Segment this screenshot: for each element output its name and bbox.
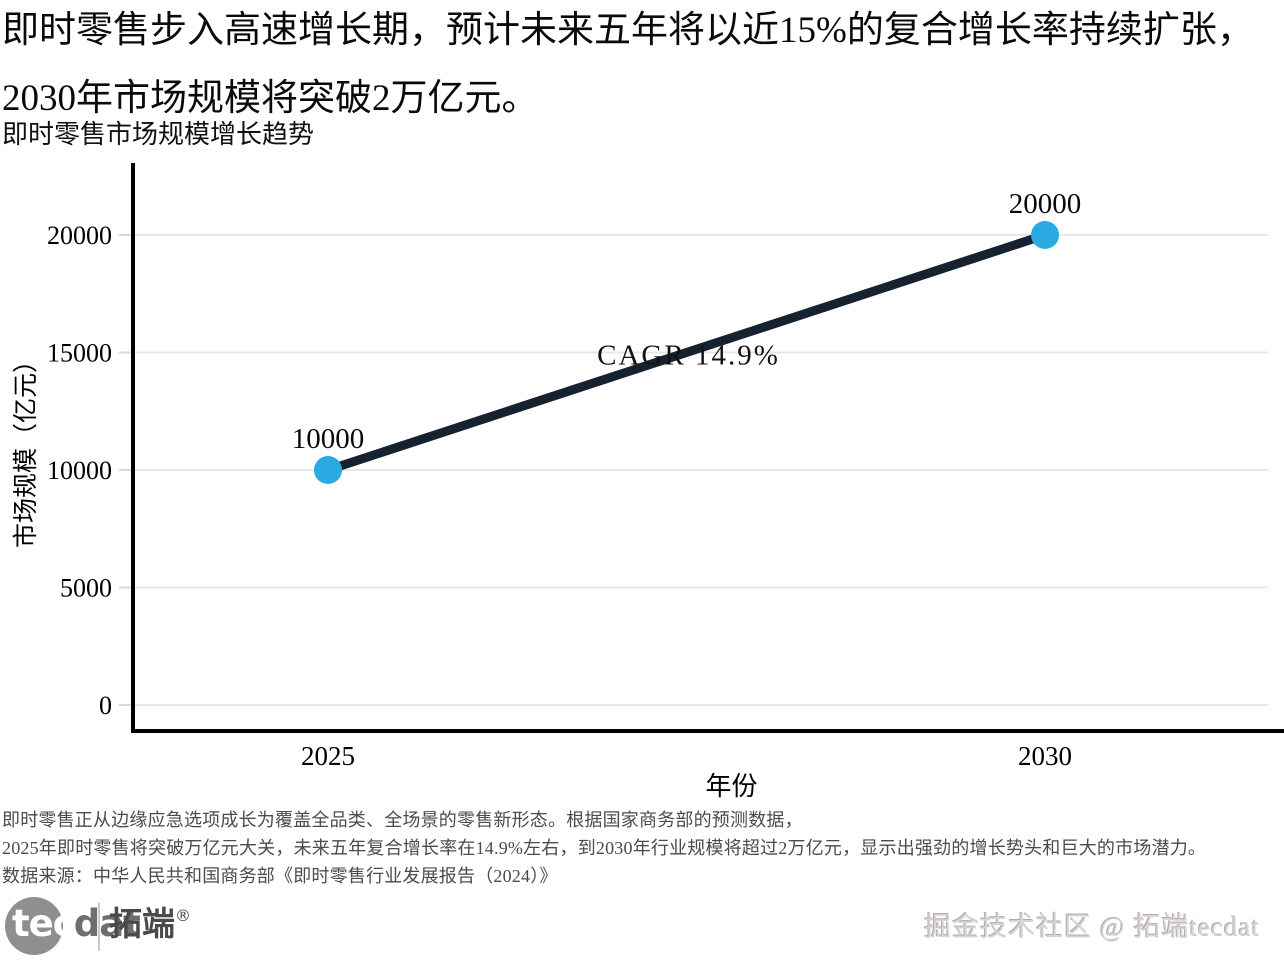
logo-tec: tec bbox=[12, 902, 75, 945]
registered-mark-icon: ® bbox=[175, 906, 191, 925]
footnote-source: 数据来源：中华人民共和国商务部《即时零售行业发展报告（2024）》 bbox=[2, 866, 558, 886]
data-point bbox=[314, 456, 342, 484]
headline-line2: 2030年市场规模将突破2万亿元。 bbox=[2, 78, 539, 119]
tecdat-logo-text: tecdat bbox=[12, 902, 141, 945]
y-tick-label: 0 bbox=[99, 691, 112, 720]
x-tick-label: 2025 bbox=[301, 741, 355, 771]
footnote-line1: 即时零售正从边缘应急选项成长为覆盖全品类、全场景的零售新形态。根据国家商务部的预… bbox=[2, 810, 803, 830]
y-tick-label: 20000 bbox=[47, 221, 112, 250]
x-tick-label: 2030 bbox=[1018, 741, 1072, 771]
data-point bbox=[1031, 221, 1059, 249]
y-axis-title: 市场规模（亿元） bbox=[12, 348, 40, 548]
cagr-annotation: CAGR 14.9% bbox=[597, 340, 780, 372]
logo-dat: dat bbox=[73, 902, 141, 945]
watermark: 掘金技术社区 @ 拓端tecdat bbox=[924, 912, 1260, 942]
tecdat-logo-circle-icon bbox=[5, 897, 63, 955]
data-point-label: 10000 bbox=[292, 423, 365, 455]
headline-line1: 即时零售步入高速增长期，预计未来五年将以近15%的复合增长率持续扩张， bbox=[2, 10, 1254, 51]
data-point-label: 20000 bbox=[1009, 188, 1082, 220]
y-tick-label: 5000 bbox=[60, 574, 112, 603]
footnote-line2: 2025年即时零售将突破万亿元大关，未来五年复合增长率在14.9%左右，到203… bbox=[2, 838, 1207, 858]
trend-line bbox=[323, 230, 1050, 475]
tecdat-logo: tecdat 拓端® bbox=[5, 897, 265, 963]
logo-chinese: 拓端® bbox=[109, 904, 191, 943]
logo-divider bbox=[98, 903, 100, 951]
chart-title: 即时零售市场规模增长趋势 bbox=[2, 120, 315, 149]
x-axis-title: 年份 bbox=[705, 772, 757, 801]
y-tick-label: 10000 bbox=[47, 456, 112, 485]
y-tick-label: 15000 bbox=[47, 339, 112, 368]
